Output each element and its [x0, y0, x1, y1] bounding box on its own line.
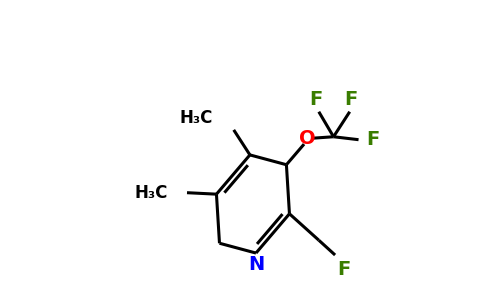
Text: N: N [248, 255, 264, 274]
Text: F: F [309, 90, 322, 109]
Text: H₃C: H₃C [135, 184, 168, 202]
Text: F: F [366, 130, 379, 149]
Text: O: O [299, 129, 316, 148]
Text: F: F [345, 90, 358, 109]
Text: F: F [337, 260, 350, 279]
Text: H₃C: H₃C [180, 109, 213, 127]
